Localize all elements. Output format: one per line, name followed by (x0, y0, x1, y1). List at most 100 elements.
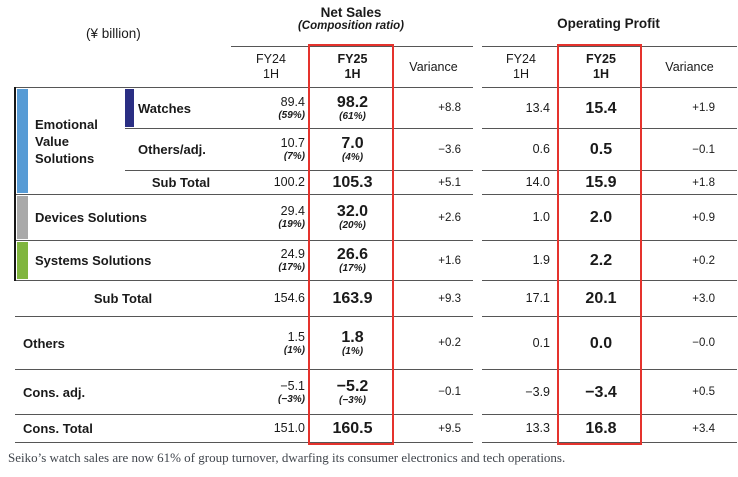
cell-evs-subtotal-op-fy25: 15.9 (560, 170, 642, 195)
net-sales-header: Net Sales (Composition ratio) (230, 5, 472, 33)
cell-devices-op-variance: +0.9 (642, 194, 737, 241)
caption-text: Seiko’s watch sales are now 61% of group… (8, 450, 566, 465)
cell-cons-total-ns-fy25: 160.5 (311, 414, 394, 443)
cell-evs-subtotal-op-variance: +1.8 (642, 170, 737, 195)
section-gap (473, 171, 482, 195)
operating-profit-title: Operating Profit (557, 16, 660, 31)
row-devices-solutions: Devices Solutions 29.4 (19%) 32.0 (20%) +2… (14, 194, 737, 241)
section-gap (473, 129, 482, 171)
unit-label: (¥ billion) (86, 26, 141, 41)
cell-others-op-fy25: 0.0 (560, 316, 642, 370)
row-others-adj: Others/adj. 10.7 (7%) 7.0 (4%) −3.6 0.6 0.… (15, 128, 737, 171)
cell-cons-total-ns-fy24: 151.0 (231, 414, 311, 443)
cell-watches-ns-variance: +8.8 (394, 87, 473, 129)
cell-others-adj-ns-variance: −3.6 (394, 128, 473, 171)
section-gap (473, 317, 482, 370)
watches-color-bar (125, 89, 134, 127)
row-subtotal: Sub Total 154.6 163.9 +9.3 17.1 20.1 +3.… (15, 280, 737, 317)
section-gap (473, 241, 482, 281)
cell-watches-ns-fy25: 98.2 (61%) (311, 87, 394, 129)
cell-subtotal-op-fy24: 17.1 (482, 280, 560, 317)
col-header-op-fy25: FY25 1H (560, 46, 642, 88)
row-cons-total: Cons. Total 151.0 160.5 +9.5 13.3 16.8 +… (15, 414, 737, 443)
cell-subtotal-op-fy25: 20.1 (560, 280, 642, 317)
cell-others-adj-label: Others/adj. (125, 128, 231, 171)
row-watches: Emotional Value Solutions Watches 89.4 (5… (14, 87, 737, 195)
cell-evs-subtotal-ns-fy24: 100.2 (231, 170, 311, 195)
cell-devices-op-fy24: 1.0 (482, 194, 560, 241)
cell-devices-ns-fy25: 32.0 (20%) (311, 194, 394, 241)
devices-group-color-bar (17, 196, 28, 239)
col-header-ns-fy25: FY25 1H (311, 46, 394, 88)
header-label-spacer (15, 46, 231, 88)
cell-watches-ns-fy24: 89.4 (59%) (231, 87, 311, 129)
cell-cons-adj-ns-variance: −0.1 (394, 369, 473, 415)
section-gap (473, 195, 482, 241)
systems-group-color-bar (17, 242, 28, 279)
cell-cons-adj-label: Cons. adj. (15, 369, 231, 415)
section-gap (473, 281, 482, 317)
cell-devices-ns-fy24: 29.4 (19%) (231, 194, 311, 241)
net-sales-title: Net Sales (320, 5, 382, 20)
row-others: Others 1.5 (1%) 1.8 (1%) +0.2 0.1 0.0 −0.0 (15, 316, 737, 370)
cell-others-ns-fy25: 1.8 (1%) (311, 316, 394, 370)
cell-systems-op-fy25: 2.2 (560, 240, 642, 281)
cell-others-op-variance: −0.0 (642, 316, 737, 370)
cell-cons-total-op-variance: +3.4 (642, 414, 737, 443)
cell-others-label: Others (15, 316, 231, 370)
cell-others-adj-ns-fy24: 10.7 (7%) (231, 128, 311, 171)
cell-subtotal-ns-fy24: 154.6 (231, 280, 311, 317)
cell-subtotal-ns-fy25: 163.9 (311, 280, 394, 317)
cell-others-adj-op-variance: −0.1 (642, 128, 737, 171)
evs-group-color-bar (17, 89, 28, 193)
cell-cons-total-label: Cons. Total (15, 414, 231, 443)
cell-systems-op-fy24: 1.9 (482, 240, 560, 281)
cell-evs-subtotal-ns-fy25: 105.3 (311, 170, 394, 195)
cell-devices-op-fy25: 2.0 (560, 194, 642, 241)
group-label: Systems Solutions (35, 253, 152, 268)
cell-systems-ns-fy25: 26.6 (17%) (311, 240, 394, 281)
col-header-ns-variance: Variance (394, 46, 473, 88)
cell-subtotal-ns-variance: +9.3 (394, 280, 473, 317)
section-gap (473, 88, 482, 129)
cell-systems-op-variance: +0.2 (642, 240, 737, 281)
cell-evs-subtotal-op-fy24: 14.0 (482, 170, 560, 195)
cell-devices-ns-variance: +2.6 (394, 194, 473, 241)
group-label: Devices Solutions (35, 210, 147, 225)
cell-others-adj-op-fy24: 0.6 (482, 128, 560, 171)
section-gap (473, 370, 482, 415)
cell-others-adj-ns-fy25: 7.0 (4%) (311, 128, 394, 171)
row-cons-adj: Cons. adj. −5.1 (−3%) −5.2 (−3%) −0.1 −3.9… (15, 369, 737, 415)
cell-watches-op-fy24: 13.4 (482, 87, 560, 129)
row-evs-subtotal: Sub Total 100.2 105.3 +5.1 14.0 15.9 +1.… (15, 170, 737, 195)
row-systems-solutions: Systems Solutions 24.9 (17%) 26.6 (17%) +1… (14, 240, 737, 281)
cell-evs-subtotal-label: Sub Total (125, 170, 231, 195)
group-cell-emotional-value-solutions: Emotional Value Solutions (14, 87, 125, 195)
cell-others-op-fy24: 0.1 (482, 316, 560, 370)
cell-watches-op-variance: +1.9 (642, 87, 737, 129)
cell-cons-total-op-fy24: 13.3 (482, 414, 560, 443)
cell-cons-adj-op-fy25: −3.4 (560, 369, 642, 415)
group-label: Emotional Value Solutions (35, 116, 98, 166)
cell-cons-adj-op-fy24: −3.9 (482, 369, 560, 415)
cell-cons-adj-op-variance: +0.5 (642, 369, 737, 415)
cell-others-ns-variance: +0.2 (394, 316, 473, 370)
cell-cons-adj-ns-fy24: −5.1 (−3%) (231, 369, 311, 415)
results-table: FY24 1H FY25 1H Variance FY24 1H FY25 1H Var… (14, 46, 737, 443)
cell-cons-adj-ns-fy25: −5.2 (−3%) (311, 369, 394, 415)
col-header-ns-fy24: FY24 1H (231, 46, 311, 88)
section-gap (473, 47, 482, 88)
cell-subtotal-op-variance: +3.0 (642, 280, 737, 317)
cell-subtotal-label: Sub Total (15, 280, 231, 317)
cell-watches-label: Watches (125, 87, 231, 129)
cell-others-ns-fy24: 1.5 (1%) (231, 316, 311, 370)
cell-systems-ns-variance: +1.6 (394, 240, 473, 281)
section-gap (473, 415, 482, 443)
group-cell-devices-solutions: Devices Solutions (14, 194, 231, 241)
cell-evs-subtotal-ns-variance: +5.1 (394, 170, 473, 195)
column-header-row: FY24 1H FY25 1H Variance FY24 1H FY25 1H Var… (15, 46, 737, 88)
cell-systems-ns-fy24: 24.9 (17%) (231, 240, 311, 281)
group-cell-systems-solutions: Systems Solutions (14, 240, 231, 281)
col-header-op-variance: Variance (642, 46, 737, 88)
